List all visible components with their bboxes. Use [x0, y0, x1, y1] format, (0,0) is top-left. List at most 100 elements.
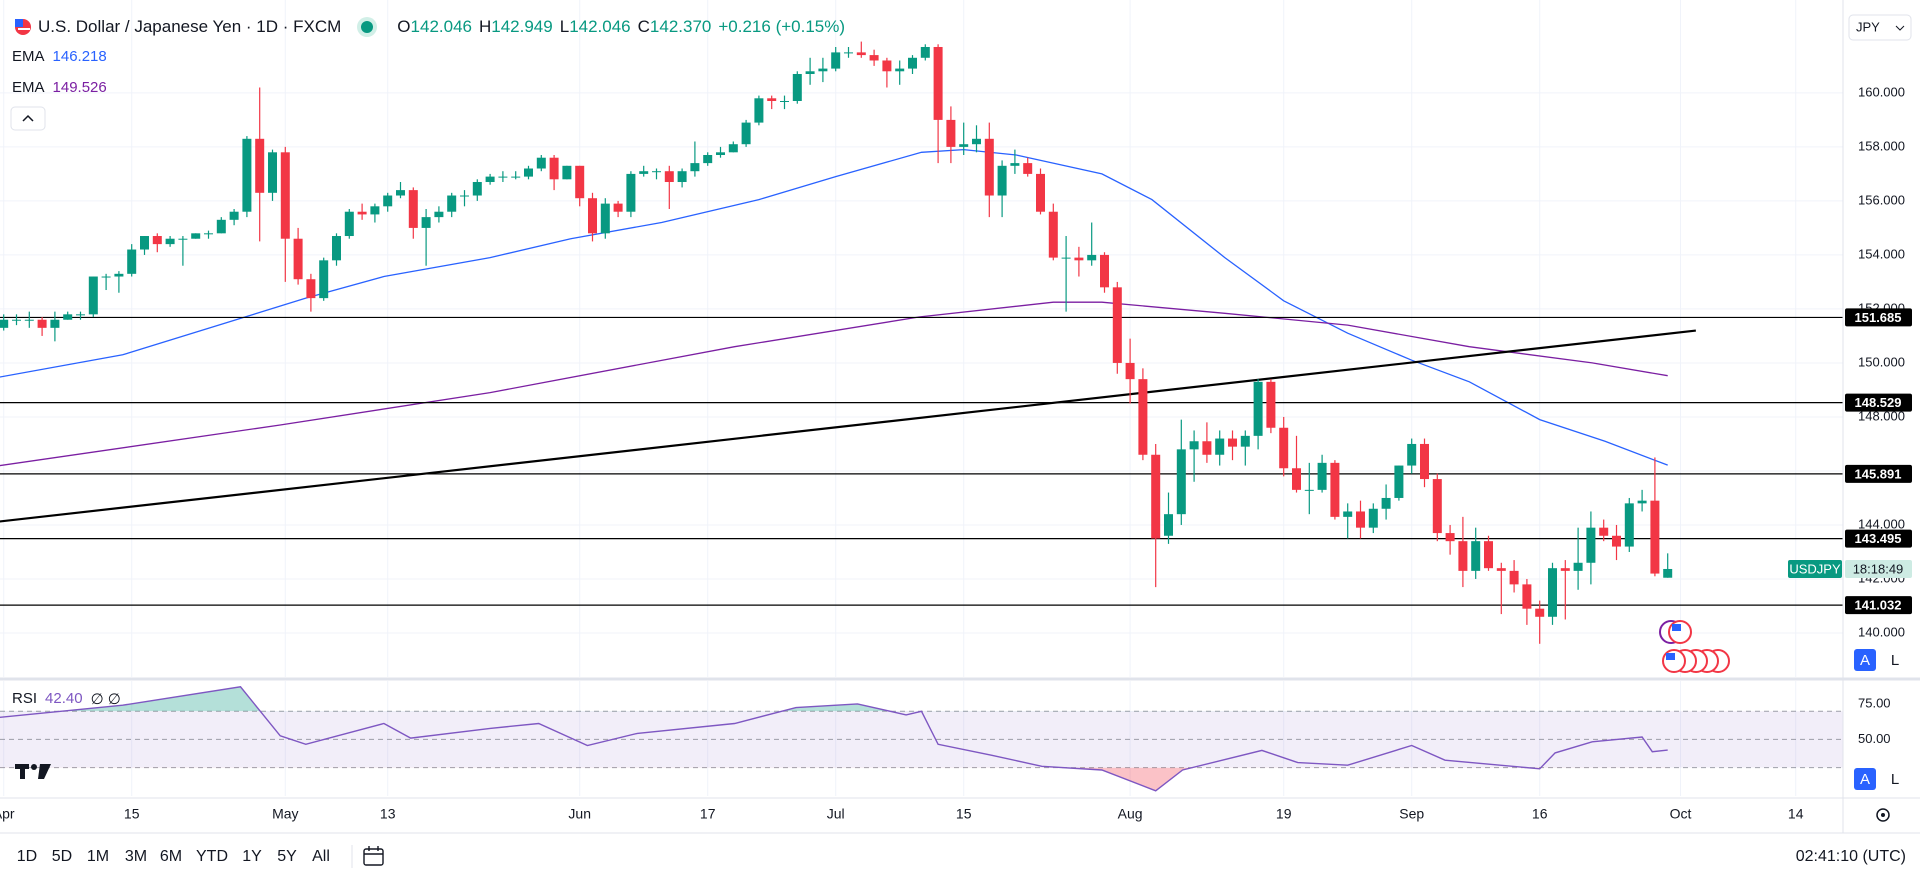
ohlc-label: L [559, 17, 570, 36]
candle-body [306, 279, 316, 299]
candle-body [677, 171, 687, 183]
x-tick-label: 13 [380, 806, 396, 822]
indicator-name: EMA [12, 79, 45, 96]
auto-button-label[interactable]: A [1860, 771, 1870, 788]
currency-button[interactable] [1848, 14, 1912, 41]
candle-body [1176, 449, 1186, 515]
candle-body [1228, 438, 1237, 447]
rsi-params: ∅ ∅ [90, 691, 121, 708]
flag-icon [15, 19, 31, 35]
candle-body [1202, 441, 1212, 455]
auto-button[interactable] [1854, 649, 1876, 671]
rsi-value: 42.40 [45, 690, 83, 707]
candle-body [447, 195, 457, 212]
candle-body [690, 163, 700, 172]
range-button[interactable]: 1Y [242, 848, 262, 865]
log-button-label[interactable]: L [1891, 652, 1899, 669]
candle-body [1509, 570, 1519, 585]
ohlc-label: C [637, 17, 650, 36]
level-label-box [1845, 308, 1912, 327]
ohlc-item: O142.046 [397, 17, 472, 37]
candle-body [114, 273, 124, 277]
calendar-icon[interactable] [363, 846, 384, 866]
level-label: 145.891 [1855, 466, 1902, 481]
candle-body [498, 176, 508, 178]
auto-button[interactable] [1854, 768, 1876, 790]
settings-icon-center [1881, 813, 1885, 817]
range-button[interactable]: 1D [17, 848, 37, 865]
x-tick-label: May [272, 806, 298, 822]
candle-body [1164, 514, 1173, 536]
candle-body [920, 46, 930, 58]
log-button-label[interactable]: L [1891, 771, 1899, 788]
level-label: 151.685 [1855, 310, 1902, 325]
candle-body [1151, 454, 1161, 539]
candle-body [626, 173, 636, 212]
candle-body [1420, 443, 1429, 480]
candle-body [127, 249, 137, 274]
currency-label[interactable]: JPY [1856, 19, 1880, 34]
range-button[interactable]: 1M [87, 848, 109, 865]
candle-body [792, 73, 802, 101]
candle-body [652, 171, 661, 173]
indicator-row[interactable]: EMA 146.218 [12, 48, 107, 65]
candle-body [1624, 503, 1634, 547]
candle-body [1560, 568, 1570, 571]
candle-body [1637, 500, 1647, 504]
indicator-name: EMA [12, 48, 45, 65]
candle-body [370, 206, 380, 215]
candle-body [972, 138, 981, 145]
candle-body [1215, 438, 1225, 455]
candle-body [664, 171, 674, 183]
ohlc-value: 142.949 [491, 17, 553, 36]
auto-button-label[interactable]: A [1860, 652, 1870, 669]
range-button[interactable]: 5Y [277, 848, 297, 865]
ohlc-item: H142.949 [479, 17, 553, 37]
range-button[interactable]: All [312, 848, 330, 865]
candle-body [485, 176, 495, 183]
range-button[interactable]: 3M [125, 848, 147, 865]
candle-body [511, 176, 521, 178]
rsi-legend[interactable]: RSI 42.40 ∅ ∅ [12, 690, 121, 708]
candle-body [562, 165, 572, 180]
y-tick-label: 144.000 [1858, 516, 1905, 531]
candle-body [600, 203, 610, 234]
x-tick-label: 15 [956, 806, 972, 822]
clock: 02:41:10 (UTC) [1796, 848, 1906, 865]
range-button[interactable]: YTD [196, 848, 228, 865]
candle-body [1074, 257, 1084, 261]
candle-body [1356, 511, 1365, 528]
candle-body [1253, 381, 1263, 436]
y-tick-label: 160.000 [1858, 84, 1905, 99]
rsi-overbought-fill [0, 686, 1668, 712]
candle-body [524, 168, 533, 177]
candle-body [268, 152, 277, 193]
level-label-box [1845, 529, 1912, 548]
tradingview-logo [15, 764, 51, 779]
candle-body [1573, 562, 1583, 571]
symbol-badge-label: USDJPY [1789, 561, 1841, 576]
candle-body [1458, 541, 1468, 571]
candle-body [229, 211, 239, 220]
symbol-title[interactable]: U.S. Dollar / Japanese Yen · 1D · FXCM [38, 17, 342, 36]
range-button[interactable]: 6M [160, 848, 182, 865]
candle-body [396, 190, 405, 196]
settings-icon[interactable] [1876, 808, 1890, 822]
indicator-row[interactable]: EMA 149.526 [12, 79, 107, 96]
candle-body [1010, 163, 1020, 166]
candle-body [178, 238, 188, 240]
range-button[interactable]: 5D [52, 848, 72, 865]
candle-body [383, 195, 393, 207]
candle-body [1407, 443, 1417, 466]
candle-body [1036, 173, 1045, 212]
candle-body [805, 71, 815, 74]
x-tick-label: 17 [700, 806, 716, 822]
candle-body [1304, 489, 1314, 491]
candle-body [332, 236, 341, 261]
candle-body [460, 195, 469, 197]
collapse-button[interactable] [10, 106, 46, 131]
candle-body [613, 203, 623, 212]
candle-body [1317, 462, 1327, 490]
event-icons[interactable] [1659, 620, 1730, 673]
candle-body [1279, 427, 1289, 469]
